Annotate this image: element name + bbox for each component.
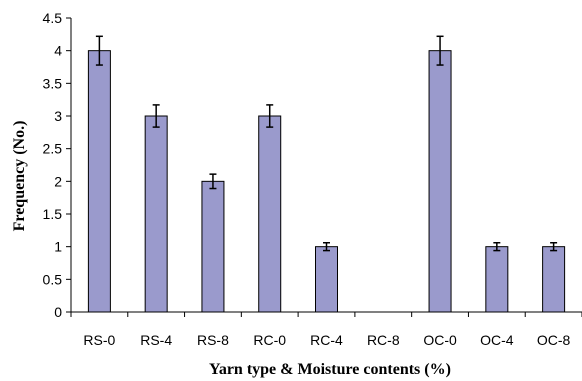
bar [428,50,452,313]
bar [315,246,338,313]
x-axis-ticks: RS-0 RS-4 RS-8 RC-0 RC-4 RC-8 OC-0 OC-4 OC-8 [83,332,570,348]
y-tick-label: 0.5 [43,271,63,287]
bar [201,180,225,313]
bar [87,50,111,313]
x-tick-label: RC-0 [253,332,286,348]
x-tick-label: RC-4 [310,332,343,348]
x-tick-label: RC-8 [367,332,400,348]
bar [144,115,168,313]
bar [542,246,566,313]
axes [66,17,582,317]
x-tick-label: RS-8 [197,332,229,348]
x-tick-label: RS-4 [140,332,172,348]
y-tick-label: 1.5 [43,206,63,222]
y-axis-ticks: 0 0.5 1 1.5 2 2.5 3 3.5 4 4.5 [43,10,63,320]
x-tick-label: RS-0 [83,332,115,348]
error-bars [95,35,558,252]
y-tick-label: 0 [54,304,62,320]
y-tick-label: 4 [54,43,62,59]
y-tick-label: 1 [54,239,62,255]
y-tick-label: 2 [54,173,62,189]
x-tick-label: OC-4 [480,332,514,348]
x-tick-label: OC-8 [537,332,571,348]
y-axis-title: Frequency (No.) [11,121,28,232]
y-tick-label: 4.5 [43,10,63,26]
y-tick-label: 3.5 [43,75,63,91]
bar [258,115,282,313]
x-tick-label: OC-0 [423,332,457,348]
y-tick-label: 3 [54,108,62,124]
x-axis-title: Yarn type & Moisture contents (%) [209,361,451,378]
y-tick-label: 2.5 [43,141,63,157]
bar [485,246,509,313]
bars [87,50,566,313]
